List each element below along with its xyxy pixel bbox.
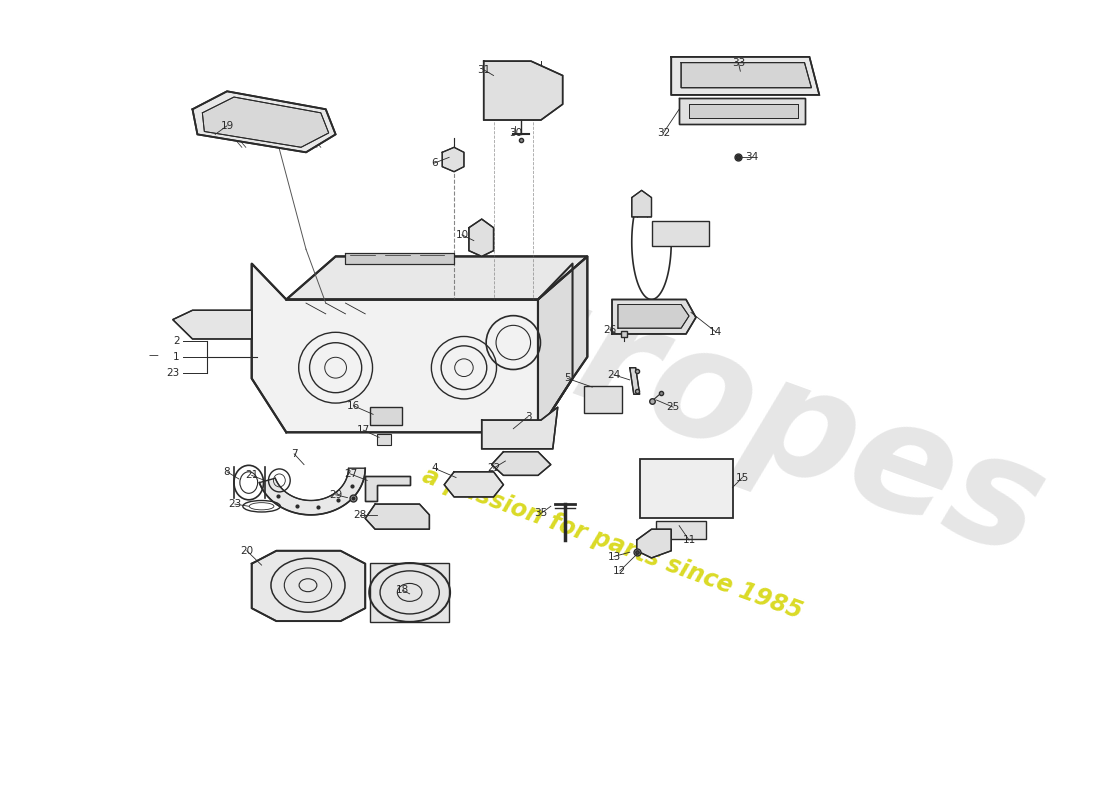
Text: 15: 15 bbox=[736, 473, 749, 482]
Polygon shape bbox=[444, 472, 504, 497]
Text: 6: 6 bbox=[431, 158, 438, 168]
Text: 11: 11 bbox=[682, 535, 695, 545]
Polygon shape bbox=[252, 550, 365, 621]
Text: 26: 26 bbox=[604, 325, 617, 334]
Text: 10: 10 bbox=[455, 230, 469, 240]
Text: 14: 14 bbox=[710, 326, 723, 337]
Text: 23: 23 bbox=[166, 368, 179, 378]
Text: 1: 1 bbox=[173, 352, 179, 362]
Text: 12: 12 bbox=[614, 566, 627, 576]
Text: 16: 16 bbox=[346, 401, 360, 410]
Polygon shape bbox=[492, 452, 551, 475]
Polygon shape bbox=[192, 91, 336, 152]
Text: 27: 27 bbox=[344, 469, 358, 479]
Polygon shape bbox=[365, 504, 429, 530]
Polygon shape bbox=[630, 368, 640, 394]
Polygon shape bbox=[637, 530, 671, 558]
Text: 13: 13 bbox=[607, 551, 620, 562]
Polygon shape bbox=[482, 407, 558, 449]
Text: a passion for parts since 1985: a passion for parts since 1985 bbox=[419, 463, 805, 624]
Text: 33: 33 bbox=[732, 58, 745, 67]
Bar bbox=[371, 407, 402, 425]
Text: europes: europes bbox=[358, 211, 1064, 589]
Text: —: — bbox=[148, 350, 158, 361]
Polygon shape bbox=[681, 62, 812, 88]
Polygon shape bbox=[252, 263, 572, 432]
Polygon shape bbox=[345, 253, 454, 263]
Polygon shape bbox=[469, 219, 494, 257]
Polygon shape bbox=[671, 57, 820, 95]
Polygon shape bbox=[260, 468, 365, 515]
Text: 5: 5 bbox=[564, 374, 571, 383]
Text: 8: 8 bbox=[223, 466, 230, 477]
Polygon shape bbox=[538, 257, 587, 432]
Text: 21: 21 bbox=[245, 470, 258, 480]
Bar bbox=[651, 221, 708, 246]
Polygon shape bbox=[689, 104, 798, 118]
Text: 18: 18 bbox=[396, 586, 409, 595]
Polygon shape bbox=[631, 190, 651, 217]
Polygon shape bbox=[442, 147, 464, 172]
Text: 24: 24 bbox=[607, 370, 620, 380]
Polygon shape bbox=[484, 61, 563, 120]
Text: 32: 32 bbox=[657, 128, 670, 138]
Polygon shape bbox=[202, 97, 329, 147]
Bar bbox=[377, 434, 390, 445]
Text: 34: 34 bbox=[746, 152, 759, 162]
Text: 30: 30 bbox=[508, 128, 521, 138]
Polygon shape bbox=[173, 310, 252, 339]
Polygon shape bbox=[286, 257, 587, 299]
Text: 2: 2 bbox=[173, 336, 179, 346]
Text: 28: 28 bbox=[354, 510, 367, 520]
Bar bbox=[584, 386, 621, 413]
Bar bbox=[657, 521, 706, 538]
Polygon shape bbox=[679, 98, 804, 124]
Text: 3: 3 bbox=[525, 411, 531, 422]
Text: 4: 4 bbox=[431, 463, 438, 474]
Text: 22: 22 bbox=[487, 463, 500, 474]
Polygon shape bbox=[612, 299, 696, 334]
Bar bbox=[640, 459, 734, 518]
Text: 29: 29 bbox=[329, 490, 342, 500]
Polygon shape bbox=[618, 305, 689, 328]
Text: 20: 20 bbox=[240, 546, 253, 556]
Polygon shape bbox=[365, 476, 409, 501]
Text: 23: 23 bbox=[229, 499, 242, 509]
Text: 17: 17 bbox=[356, 425, 370, 435]
Text: 31: 31 bbox=[477, 65, 491, 74]
Text: 19: 19 bbox=[220, 121, 233, 130]
Text: 7: 7 bbox=[290, 449, 297, 459]
Bar bbox=[371, 563, 449, 622]
Text: 35: 35 bbox=[535, 509, 548, 518]
Text: 25: 25 bbox=[667, 402, 680, 412]
